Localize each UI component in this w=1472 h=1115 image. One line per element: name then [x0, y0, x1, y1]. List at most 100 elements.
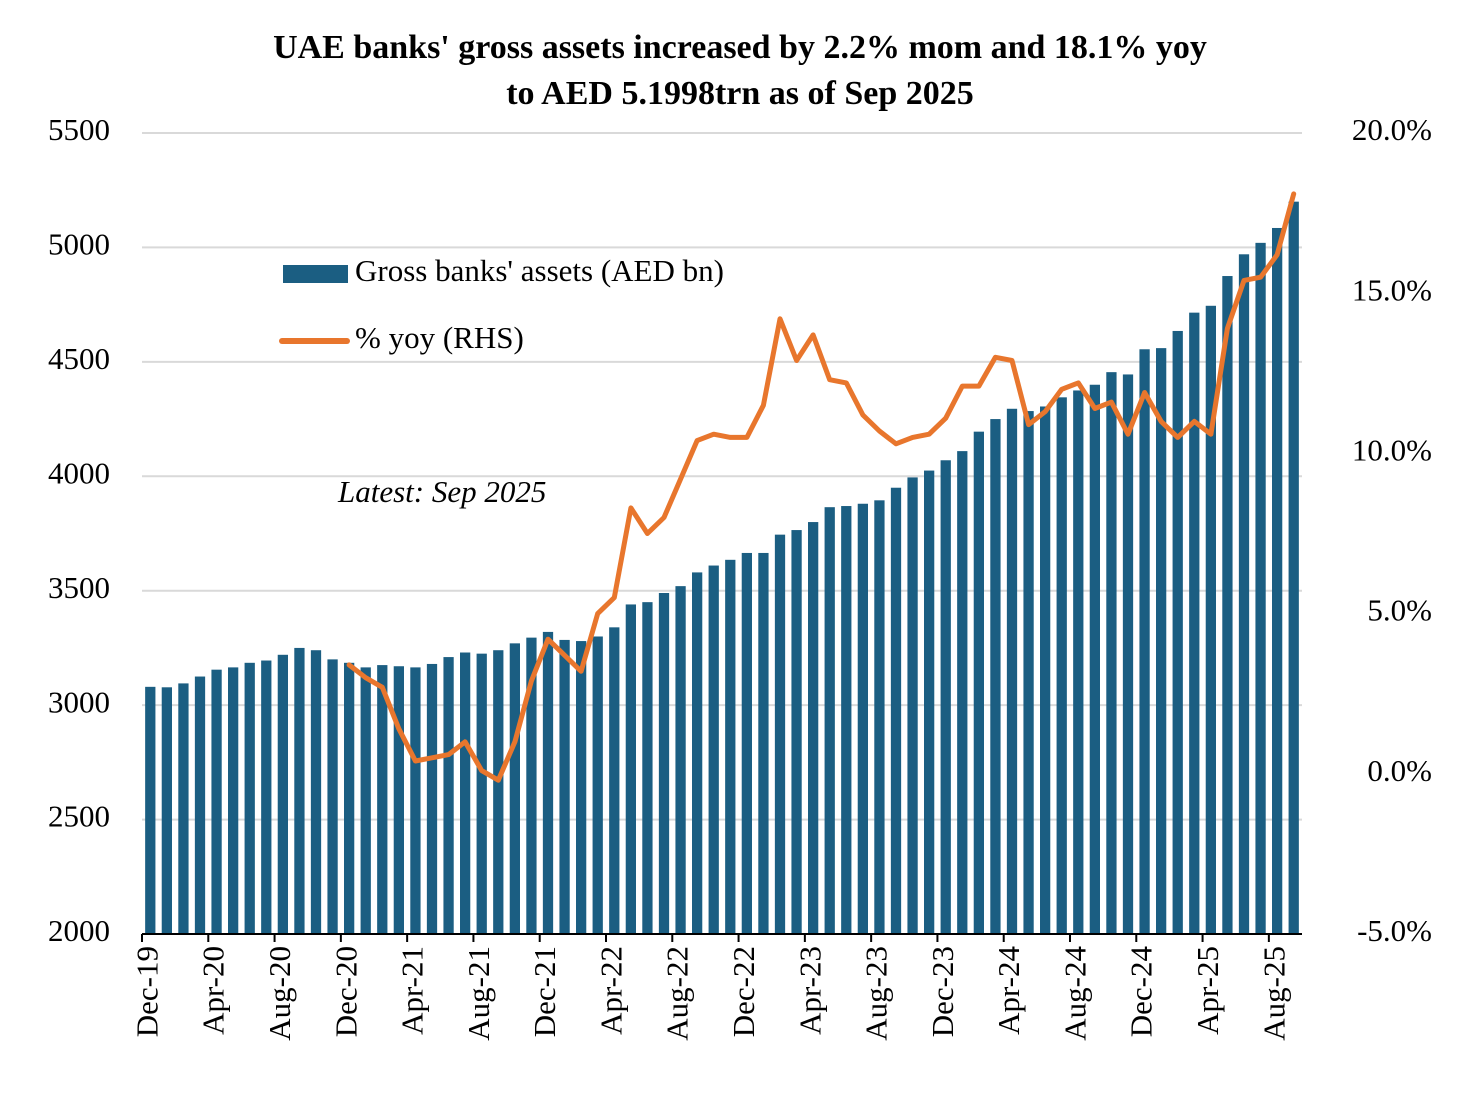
y-tick-label: 2000: [48, 913, 110, 948]
y2-tick-label: 15.0%: [1352, 272, 1432, 307]
bar: [1222, 276, 1233, 934]
x-tick-label: Dec-23: [925, 946, 960, 1037]
bar: [476, 653, 487, 934]
bar: [907, 477, 918, 934]
x-tick-label: Aug-25: [1256, 946, 1291, 1041]
x-tick-label: Dec-20: [328, 946, 363, 1037]
bar: [642, 602, 653, 934]
y-tick-label: 4500: [48, 341, 110, 376]
bar: [1156, 348, 1167, 934]
bar: [1006, 408, 1018, 935]
bar: [1288, 201, 1299, 934]
bar: [957, 451, 968, 934]
bar: [228, 667, 239, 934]
bar: [261, 660, 272, 934]
bar: [526, 637, 537, 934]
x-tick-label: Dec-19: [129, 946, 164, 1037]
bar: [924, 470, 935, 934]
bar: [592, 636, 603, 934]
bar: [1056, 397, 1067, 935]
x-tick-label: Aug-22: [660, 946, 695, 1041]
bar: [211, 669, 222, 934]
bar: [824, 507, 835, 934]
chart-title: to AED 5.1998trn as of Sep 2025: [506, 75, 974, 112]
bar: [145, 686, 156, 934]
bar: [426, 663, 438, 934]
y2-tick-label: -5.0%: [1357, 913, 1432, 948]
bar: [460, 652, 471, 934]
bar: [940, 460, 951, 934]
bar: [1238, 254, 1250, 934]
bar: [161, 687, 172, 934]
bar: [360, 667, 371, 934]
bar: [990, 419, 1001, 935]
bar: [377, 665, 388, 934]
bar: [741, 552, 752, 934]
bar: [1089, 384, 1100, 934]
legend-label: % yoy (RHS): [355, 320, 524, 355]
bar: [791, 530, 802, 934]
bar: [973, 431, 984, 934]
x-tick-label: Apr-24: [991, 946, 1026, 1035]
bar: [725, 559, 736, 934]
bar: [310, 650, 322, 934]
x-tick-label: Dec-21: [527, 946, 562, 1037]
x-tick-label: Aug-21: [461, 946, 496, 1041]
bar: [609, 627, 620, 934]
bar: [244, 662, 255, 934]
x-tick-label: Aug-20: [262, 946, 297, 1041]
y-tick-label: 4000: [48, 455, 110, 490]
y-tick-label: 5500: [48, 112, 110, 147]
bar: [692, 572, 703, 934]
bar: [178, 683, 189, 934]
x-tick-label: Aug-23: [859, 946, 894, 1041]
legend-label: Gross banks' assets (AED bn): [355, 253, 724, 288]
bar: [542, 631, 554, 934]
chart-title: UAE banks' gross assets increased by 2.2…: [273, 29, 1207, 66]
x-tick-label: Apr-20: [196, 946, 231, 1035]
bar: [493, 650, 504, 934]
y2-tick-label: 20.0%: [1352, 112, 1432, 147]
bar: [443, 657, 454, 934]
bar: [1172, 330, 1183, 934]
bar: [559, 639, 570, 934]
y-tick-label: 3500: [48, 570, 110, 605]
y2-tick-label: 10.0%: [1352, 433, 1432, 468]
bar: [1040, 406, 1051, 935]
bar: [344, 662, 355, 934]
bar: [841, 506, 852, 934]
y2-tick-label: 0.0%: [1367, 753, 1432, 788]
bar: [1272, 227, 1283, 934]
y-tick-label: 5000: [48, 227, 110, 262]
bar: [1205, 305, 1216, 935]
annotation: Latest: Sep 2025: [337, 474, 546, 509]
bar: [1189, 312, 1200, 935]
legend-swatch: [283, 265, 348, 283]
bar: [857, 503, 868, 934]
bar: [890, 487, 902, 934]
bar: [658, 593, 670, 934]
bar: [294, 647, 305, 934]
x-tick-label: Apr-25: [1190, 946, 1225, 1035]
x-tick-label: Apr-23: [792, 946, 827, 1035]
y2-tick-label: 5.0%: [1367, 593, 1432, 628]
bar: [708, 565, 719, 934]
bar: [393, 666, 404, 934]
x-tick-label: Apr-21: [395, 946, 430, 1035]
bar: [874, 500, 885, 934]
bar: [1023, 411, 1034, 935]
bar: [808, 522, 819, 934]
bar: [758, 552, 769, 934]
bar: [277, 654, 288, 934]
bar: [509, 643, 520, 934]
bar: [194, 676, 206, 934]
y-tick-label: 2500: [48, 799, 110, 834]
bar: [1139, 349, 1150, 934]
bar: [1106, 372, 1117, 934]
line: [346, 191, 1297, 783]
bar: [1255, 242, 1266, 934]
bar: [1073, 390, 1084, 934]
bar: [774, 534, 786, 934]
y-tick-label: 3000: [48, 684, 110, 719]
